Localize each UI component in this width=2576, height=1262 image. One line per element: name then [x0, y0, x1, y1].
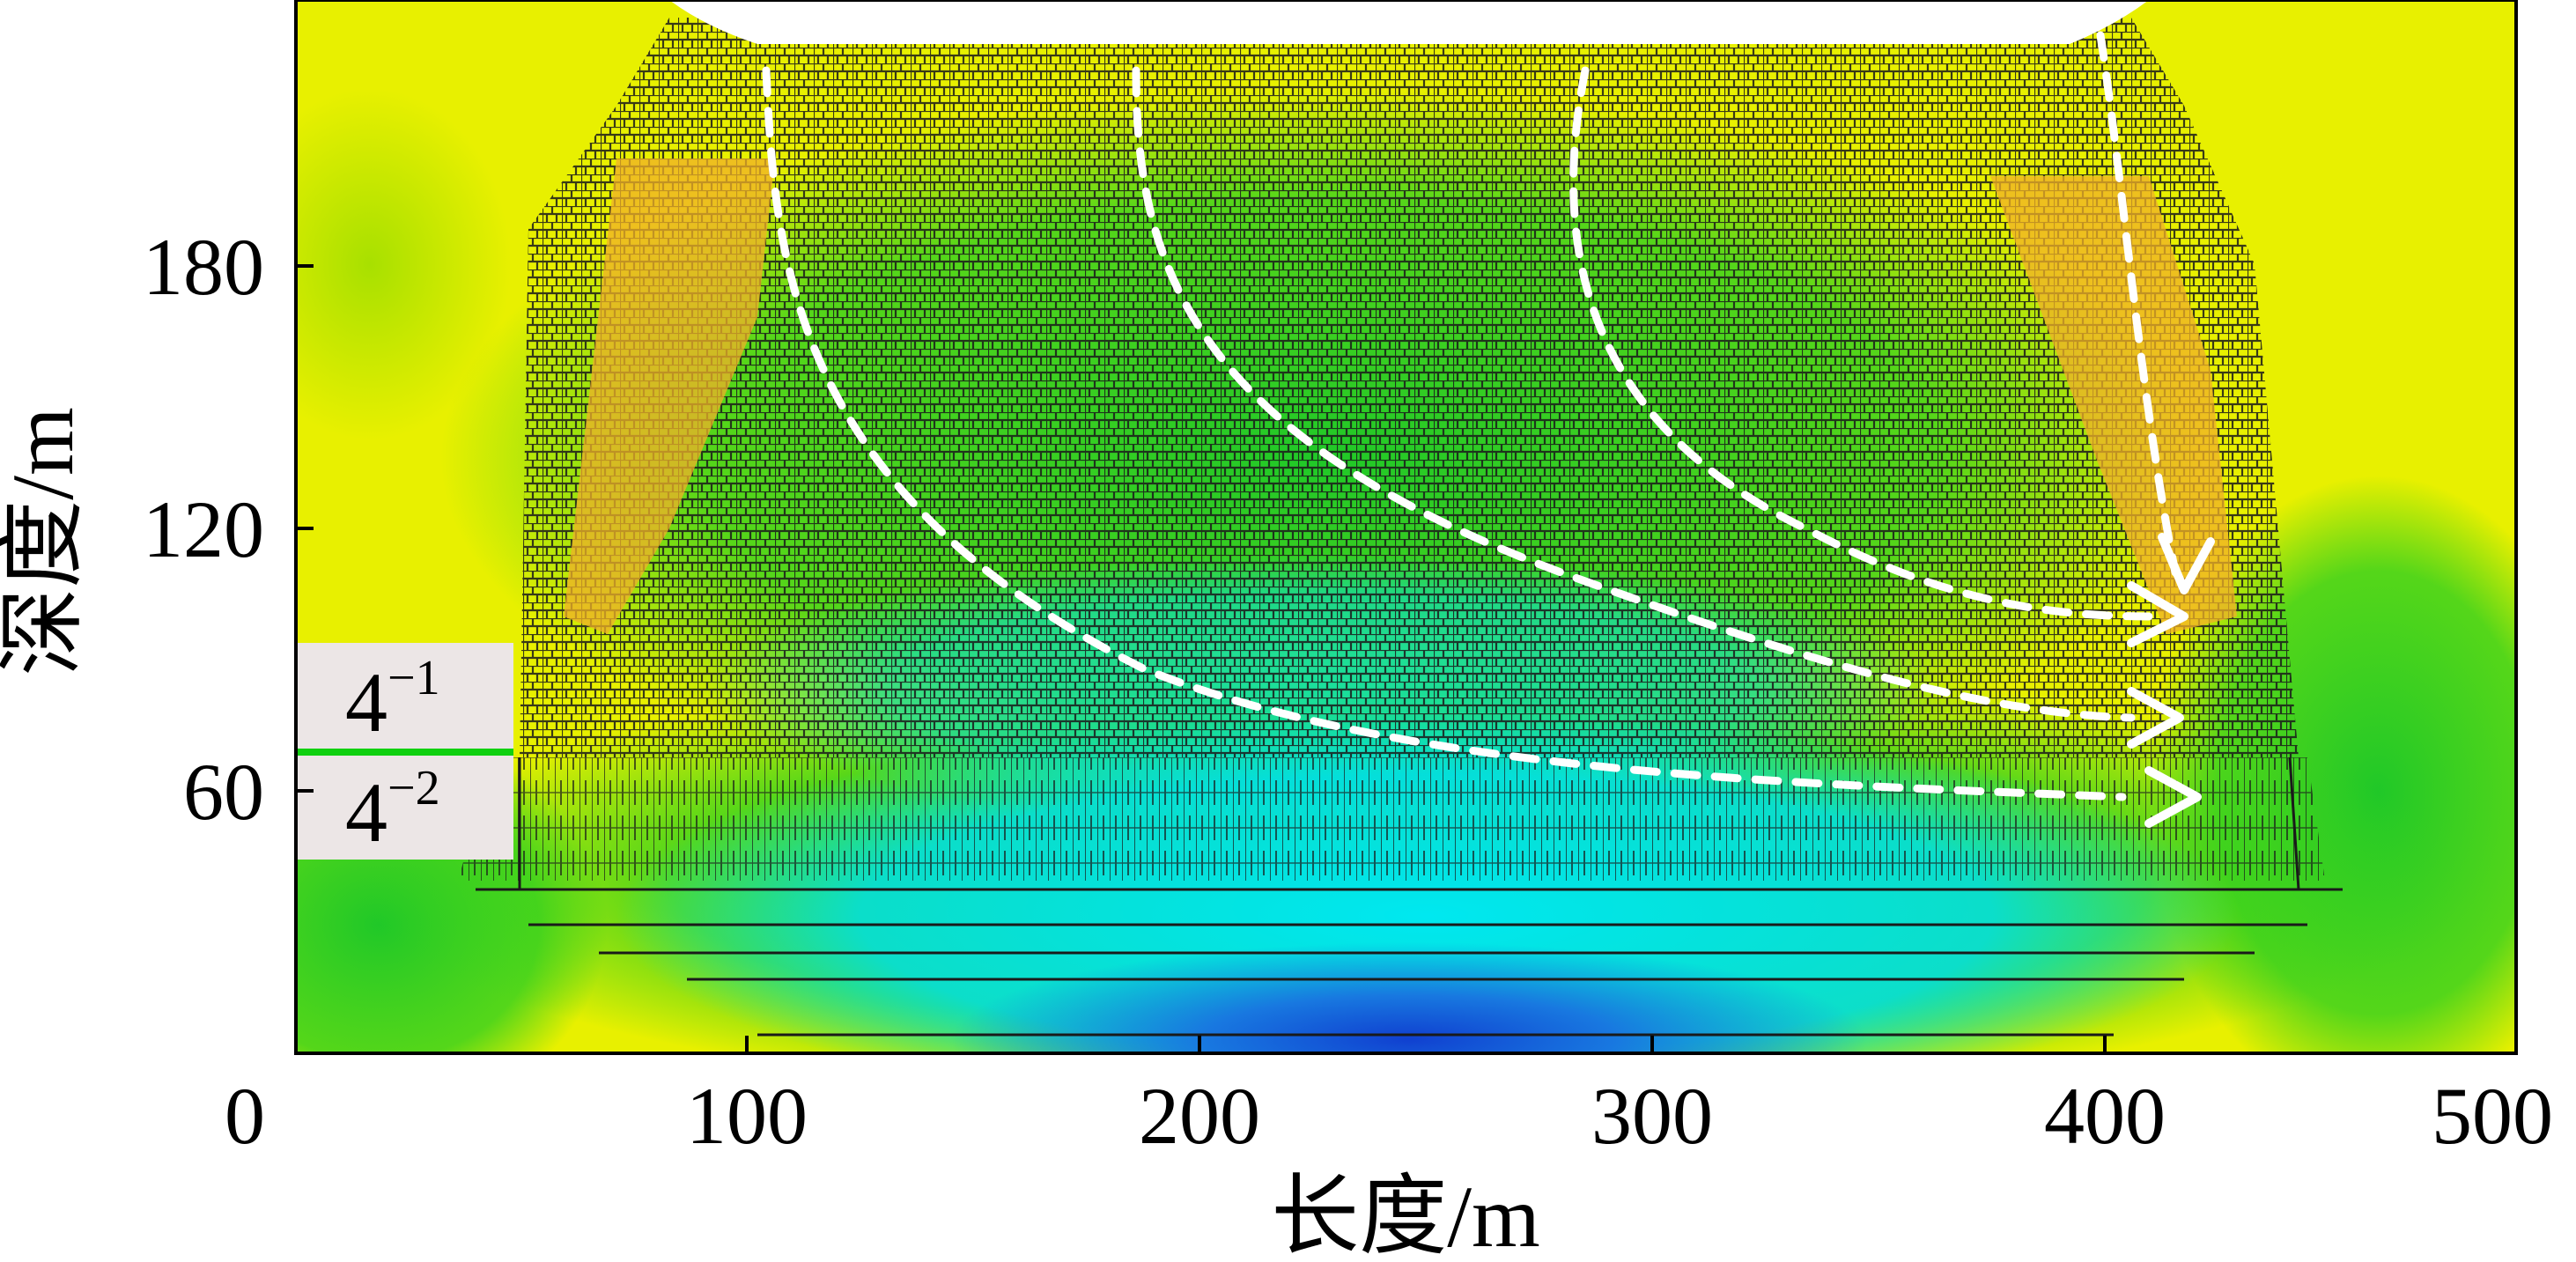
y-tick-marks — [296, 264, 314, 793]
layer-labels: 4−1 4−2 — [298, 643, 513, 860]
x-axis-title: 长度/m — [1271, 1168, 1540, 1262]
x-tick-500: 500 — [2432, 1071, 2553, 1161]
fracture-zone-lower — [458, 757, 2325, 881]
x-tick-labels: 0 100 200 300 400 500 — [225, 1071, 2553, 1161]
x-tick-100: 100 — [686, 1071, 808, 1161]
y-tick-180: 180 — [143, 222, 264, 312]
y-tick-60: 60 — [183, 747, 264, 837]
contour-blue — [951, 942, 1867, 1053]
x-tick-marks — [745, 1036, 2107, 1053]
flow-arrow-2 — [1132, 66, 2136, 722]
y-axis-title: 深度/m — [0, 407, 92, 676]
plot-area — [296, 0, 2516, 1053]
x-tick-0: 0 — [225, 1071, 265, 1161]
layer-box-4-1 — [298, 643, 513, 749]
flow-arrowheads — [2127, 533, 2215, 828]
y-tick-labels: 60 120 180 — [143, 222, 264, 837]
x-tick-200: 200 — [1139, 1071, 1260, 1161]
fracture-zone — [520, 18, 2299, 757]
horizontal-crack-lines — [476, 888, 2343, 1037]
contour-green-top-left — [296, 88, 511, 440]
flow-arrows — [762, 31, 2180, 801]
layer-box-4-2 — [298, 756, 513, 860]
x-tick-400: 400 — [2044, 1071, 2166, 1161]
flow-arrow-3 — [1569, 66, 2153, 621]
flow-arrow-4 — [2096, 31, 2180, 577]
layer-separator — [298, 749, 513, 756]
flow-arrow-1 — [762, 66, 2127, 801]
goaf-right-edge — [2288, 756, 2300, 890]
orange-zone-left — [564, 159, 775, 634]
top-surface — [296, 0, 2516, 44]
y-tick-120: 120 — [143, 484, 264, 574]
layer-label-4-1: 4−1 — [345, 651, 440, 749]
x-tick-300: 300 — [1591, 1071, 1713, 1161]
orange-zone-right — [1990, 176, 2237, 634]
layer-label-4-2: 4−2 — [345, 761, 440, 860]
